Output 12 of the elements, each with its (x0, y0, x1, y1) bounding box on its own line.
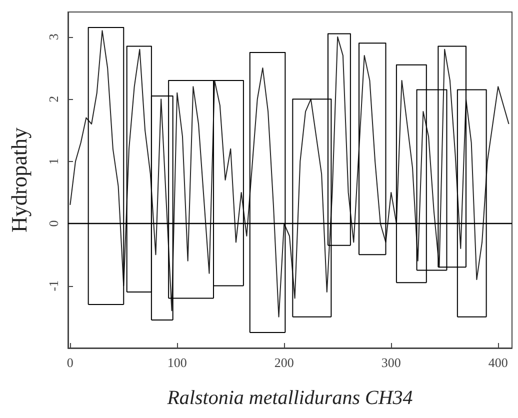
x-axis-title: Ralstonia metallidurans CH34 (166, 387, 413, 409)
y-tick-label: 2 (46, 96, 61, 102)
x-tick-label: 0 (66, 355, 74, 370)
x-tick-label: 200 (274, 355, 294, 370)
x-tick-label: 100 (167, 355, 187, 370)
y-tick-label: -1 (46, 280, 61, 292)
y-tick-label: 0 (46, 220, 61, 227)
x-tick-label: 400 (488, 355, 508, 370)
y-tick-label: 1 (46, 158, 61, 165)
y-tick-label: 3 (46, 34, 61, 40)
x-tick-label: 300 (381, 355, 401, 370)
y-axis-title: Hydropathy (6, 127, 32, 233)
